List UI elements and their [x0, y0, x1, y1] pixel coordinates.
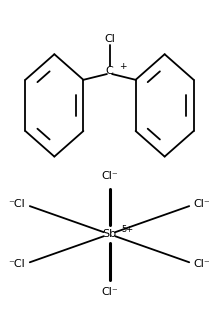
- Text: ⁻Cl: ⁻Cl: [8, 199, 25, 209]
- Text: C: C: [106, 66, 113, 76]
- Text: ⁻Cl: ⁻Cl: [8, 259, 25, 269]
- Text: Cl⁻: Cl⁻: [101, 171, 118, 181]
- Text: Sb: Sb: [102, 229, 117, 239]
- Text: Cl⁻: Cl⁻: [101, 287, 118, 297]
- Text: Cl: Cl: [104, 34, 115, 44]
- Text: Cl⁻: Cl⁻: [194, 199, 211, 209]
- Text: +: +: [118, 62, 126, 71]
- Text: 5+: 5+: [121, 225, 134, 234]
- Text: Cl⁻: Cl⁻: [194, 259, 211, 269]
